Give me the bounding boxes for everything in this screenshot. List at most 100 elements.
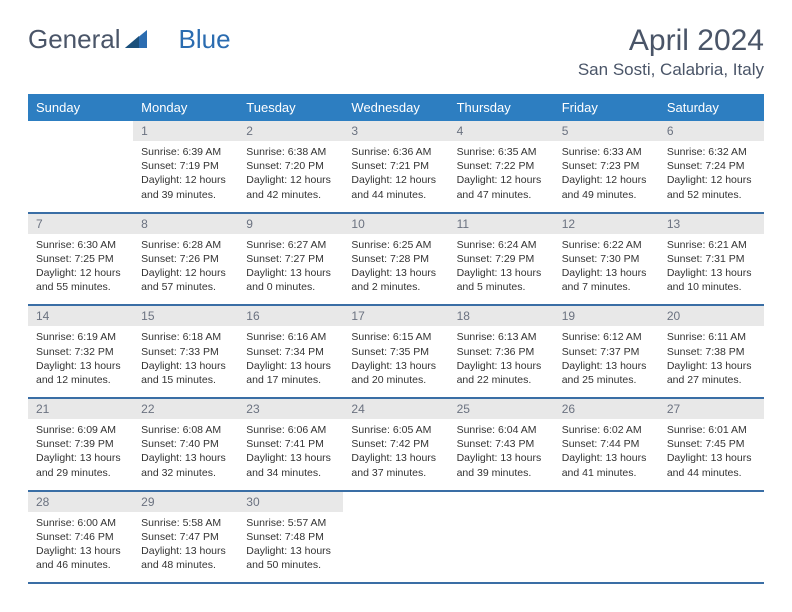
day-data: Sunrise: 6:15 AMSunset: 7:35 PMDaylight:… (343, 326, 448, 397)
calendar-cell (659, 491, 764, 584)
day-data: Sunrise: 6:18 AMSunset: 7:33 PMDaylight:… (133, 326, 238, 397)
day-number: 24 (343, 399, 448, 419)
daylight-text: Daylight: 13 hours and 20 minutes. (351, 359, 440, 387)
calendar-cell: 15Sunrise: 6:18 AMSunset: 7:33 PMDayligh… (133, 305, 238, 398)
sunrise-text: Sunrise: 6:24 AM (457, 238, 546, 252)
daylight-text: Daylight: 13 hours and 37 minutes. (351, 451, 440, 479)
calendar-cell: 29Sunrise: 5:58 AMSunset: 7:47 PMDayligh… (133, 491, 238, 584)
day-number: 17 (343, 306, 448, 326)
sunset-text: Sunset: 7:43 PM (457, 437, 546, 451)
sunset-text: Sunset: 7:20 PM (246, 159, 335, 173)
logo-text-1: General (28, 24, 121, 55)
sunset-text: Sunset: 7:36 PM (457, 345, 546, 359)
sunset-text: Sunset: 7:25 PM (36, 252, 125, 266)
sunrise-text: Sunrise: 6:02 AM (562, 423, 651, 437)
daylight-text: Daylight: 12 hours and 52 minutes. (667, 173, 756, 201)
calendar-cell: 9Sunrise: 6:27 AMSunset: 7:27 PMDaylight… (238, 213, 343, 306)
sunrise-text: Sunrise: 6:01 AM (667, 423, 756, 437)
sunset-text: Sunset: 7:30 PM (562, 252, 651, 266)
day-number: 30 (238, 492, 343, 512)
day-number: 12 (554, 214, 659, 234)
day-data: Sunrise: 6:33 AMSunset: 7:23 PMDaylight:… (554, 141, 659, 212)
sunset-text: Sunset: 7:45 PM (667, 437, 756, 451)
sunrise-text: Sunrise: 6:36 AM (351, 145, 440, 159)
day-number: 16 (238, 306, 343, 326)
weekday-header: Saturday (659, 94, 764, 121)
daylight-text: Daylight: 13 hours and 7 minutes. (562, 266, 651, 294)
calendar-cell: 25Sunrise: 6:04 AMSunset: 7:43 PMDayligh… (449, 398, 554, 491)
daylight-text: Daylight: 12 hours and 49 minutes. (562, 173, 651, 201)
day-number: 21 (28, 399, 133, 419)
sunset-text: Sunset: 7:26 PM (141, 252, 230, 266)
sunset-text: Sunset: 7:40 PM (141, 437, 230, 451)
weekday-header: Wednesday (343, 94, 448, 121)
daylight-text: Daylight: 13 hours and 34 minutes. (246, 451, 335, 479)
sunset-text: Sunset: 7:24 PM (667, 159, 756, 173)
sunrise-text: Sunrise: 5:57 AM (246, 516, 335, 530)
day-data: Sunrise: 6:09 AMSunset: 7:39 PMDaylight:… (28, 419, 133, 490)
daylight-text: Daylight: 12 hours and 42 minutes. (246, 173, 335, 201)
sunrise-text: Sunrise: 6:05 AM (351, 423, 440, 437)
sunset-text: Sunset: 7:47 PM (141, 530, 230, 544)
daylight-text: Daylight: 12 hours and 55 minutes. (36, 266, 125, 294)
sunset-text: Sunset: 7:19 PM (141, 159, 230, 173)
daylight-text: Daylight: 13 hours and 44 minutes. (667, 451, 756, 479)
sunrise-text: Sunrise: 6:04 AM (457, 423, 546, 437)
day-number: 26 (554, 399, 659, 419)
day-number: 19 (554, 306, 659, 326)
sunrise-text: Sunrise: 6:19 AM (36, 330, 125, 344)
sunset-text: Sunset: 7:27 PM (246, 252, 335, 266)
day-number: 9 (238, 214, 343, 234)
daylight-text: Daylight: 13 hours and 29 minutes. (36, 451, 125, 479)
calendar-cell: 4Sunrise: 6:35 AMSunset: 7:22 PMDaylight… (449, 121, 554, 213)
day-data: Sunrise: 6:24 AMSunset: 7:29 PMDaylight:… (449, 234, 554, 305)
day-number: 5 (554, 121, 659, 141)
sunset-text: Sunset: 7:42 PM (351, 437, 440, 451)
day-data: Sunrise: 6:19 AMSunset: 7:32 PMDaylight:… (28, 326, 133, 397)
weekday-header: Sunday (28, 94, 133, 121)
day-data: Sunrise: 6:32 AMSunset: 7:24 PMDaylight:… (659, 141, 764, 212)
sunrise-text: Sunrise: 6:39 AM (141, 145, 230, 159)
calendar-cell: 18Sunrise: 6:13 AMSunset: 7:36 PMDayligh… (449, 305, 554, 398)
weekday-header: Friday (554, 94, 659, 121)
daylight-text: Daylight: 12 hours and 47 minutes. (457, 173, 546, 201)
sunset-text: Sunset: 7:23 PM (562, 159, 651, 173)
sunset-text: Sunset: 7:48 PM (246, 530, 335, 544)
day-data: Sunrise: 6:11 AMSunset: 7:38 PMDaylight:… (659, 326, 764, 397)
day-number: 1 (133, 121, 238, 141)
calendar-cell: 5Sunrise: 6:33 AMSunset: 7:23 PMDaylight… (554, 121, 659, 213)
daylight-text: Daylight: 13 hours and 5 minutes. (457, 266, 546, 294)
weekday-header: Thursday (449, 94, 554, 121)
day-number: 13 (659, 214, 764, 234)
day-number: 8 (133, 214, 238, 234)
day-number: 7 (28, 214, 133, 234)
day-number: 23 (238, 399, 343, 419)
calendar-cell: 11Sunrise: 6:24 AMSunset: 7:29 PMDayligh… (449, 213, 554, 306)
sunset-text: Sunset: 7:44 PM (562, 437, 651, 451)
daylight-text: Daylight: 13 hours and 15 minutes. (141, 359, 230, 387)
calendar-cell: 26Sunrise: 6:02 AMSunset: 7:44 PMDayligh… (554, 398, 659, 491)
day-data: Sunrise: 6:00 AMSunset: 7:46 PMDaylight:… (28, 512, 133, 583)
sunrise-text: Sunrise: 6:25 AM (351, 238, 440, 252)
sunrise-text: Sunrise: 6:15 AM (351, 330, 440, 344)
sunset-text: Sunset: 7:22 PM (457, 159, 546, 173)
daylight-text: Daylight: 13 hours and 22 minutes. (457, 359, 546, 387)
day-data: Sunrise: 6:36 AMSunset: 7:21 PMDaylight:… (343, 141, 448, 212)
day-data: Sunrise: 6:21 AMSunset: 7:31 PMDaylight:… (659, 234, 764, 305)
day-data: Sunrise: 6:01 AMSunset: 7:45 PMDaylight:… (659, 419, 764, 490)
day-number: 25 (449, 399, 554, 419)
day-number: 22 (133, 399, 238, 419)
calendar-cell (28, 121, 133, 213)
day-data: Sunrise: 6:25 AMSunset: 7:28 PMDaylight:… (343, 234, 448, 305)
sunset-text: Sunset: 7:46 PM (36, 530, 125, 544)
calendar-cell: 27Sunrise: 6:01 AMSunset: 7:45 PMDayligh… (659, 398, 764, 491)
day-data: Sunrise: 6:05 AMSunset: 7:42 PMDaylight:… (343, 419, 448, 490)
sunset-text: Sunset: 7:33 PM (141, 345, 230, 359)
calendar-cell: 7Sunrise: 6:30 AMSunset: 7:25 PMDaylight… (28, 213, 133, 306)
day-number: 3 (343, 121, 448, 141)
sunrise-text: Sunrise: 6:11 AM (667, 330, 756, 344)
daylight-text: Daylight: 12 hours and 39 minutes. (141, 173, 230, 201)
calendar-table: SundayMondayTuesdayWednesdayThursdayFrid… (28, 94, 764, 584)
day-number: 10 (343, 214, 448, 234)
calendar-cell: 22Sunrise: 6:08 AMSunset: 7:40 PMDayligh… (133, 398, 238, 491)
